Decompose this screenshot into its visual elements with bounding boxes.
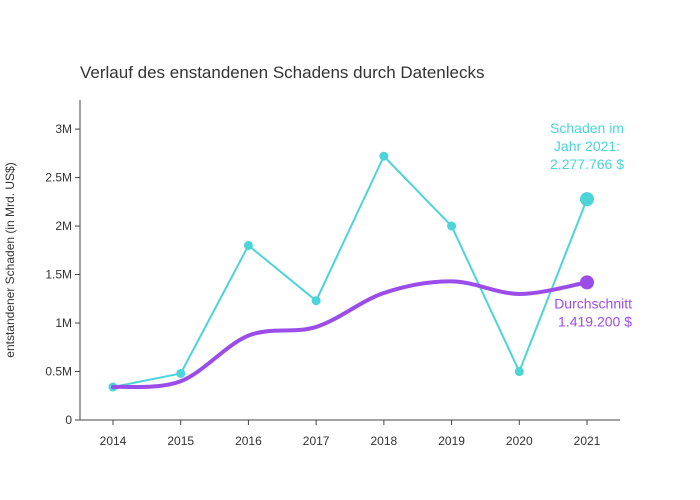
annotation-average: Durchschnitt [554, 295, 632, 311]
plot-area: 0 0.5M 1M 1.5M 2M 2.5M 3M 2014 2015 2016 2017 2018 2… [45, 100, 632, 448]
y-tick-label: 0 [65, 413, 72, 427]
x-tick-label: 2015 [167, 434, 194, 448]
data-point-damage [243, 240, 253, 250]
chart-title: Verlauf des enstandenen Schadens durch D… [80, 63, 485, 82]
y-tick-label: 1M [55, 316, 72, 330]
y-tick-label: 2.5M [45, 171, 72, 185]
x-tick-label: 2017 [303, 434, 330, 448]
annotation-average: 1.419.200 $ [558, 313, 632, 329]
annotation-damage-2021: Schaden im [550, 120, 624, 136]
data-point-damage [176, 368, 186, 378]
data-point-damage [580, 192, 594, 207]
data-point-average-end [580, 275, 594, 290]
x-tick-label: 2016 [235, 434, 262, 448]
data-point-damage [514, 367, 524, 377]
data-point-damage [379, 151, 389, 161]
series-line-average [111, 279, 589, 390]
y-tick-label: 0.5M [45, 365, 72, 379]
x-tick-label: 2020 [506, 434, 533, 448]
x-tick-label: 2019 [438, 434, 465, 448]
annotation-damage-2021: 2.277.766 $ [550, 156, 624, 172]
x-tick-label: 2018 [371, 434, 398, 448]
annotation-damage-2021: Jahr 2021: [554, 138, 620, 154]
data-point-damage [447, 221, 457, 231]
y-tick-label: 2M [55, 219, 72, 233]
series-line-damage [112, 154, 588, 389]
data-point-damage [311, 296, 321, 306]
y-axis-label: entstandener Schaden (in Mrd. US$) [3, 162, 17, 357]
y-tick-label: 3M [55, 122, 72, 136]
x-tick-label: 2021 [574, 434, 601, 448]
x-tick-label: 2014 [100, 434, 127, 448]
y-tick-label: 1.5M [45, 268, 72, 282]
